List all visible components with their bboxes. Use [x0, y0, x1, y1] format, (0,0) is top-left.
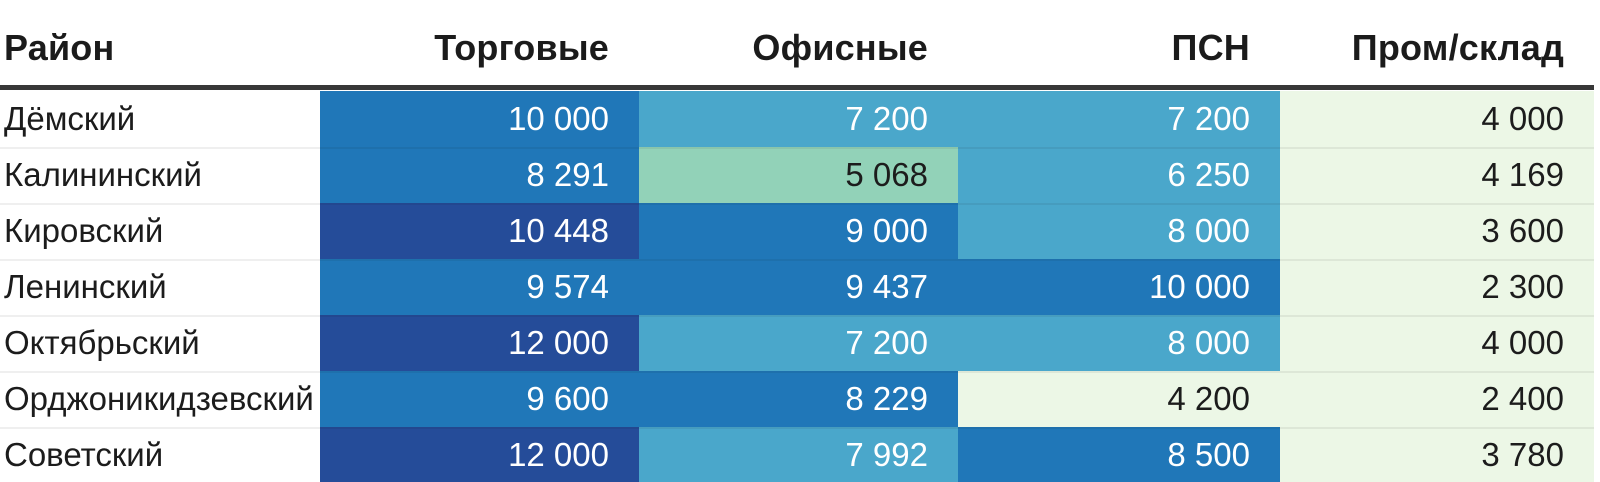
table-row: Орджоникидзевский 9 600 8 229 4 200 2 40…	[0, 371, 1594, 427]
value-cell: 7 200	[639, 91, 958, 147]
table-header: Район Торговые Офисные ПСН Пром/склад	[0, 0, 1594, 85]
value-cell: 4 200	[958, 371, 1280, 427]
value-cell: 9 600	[320, 371, 639, 427]
value-cell: 9 000	[639, 203, 958, 259]
table-row: Дёмский 10 000 7 200 7 200 4 000	[0, 91, 1594, 147]
column-header-retail: Торговые	[434, 26, 609, 68]
value-cell: 8 000	[958, 315, 1280, 371]
district-label: Калининский	[0, 147, 320, 203]
value-cell: 12 000	[320, 315, 639, 371]
value-cell: 7 200	[958, 91, 1280, 147]
value-cell: 4 169	[1280, 147, 1594, 203]
value-cell: 2 400	[1280, 371, 1594, 427]
value-cell: 5 068	[639, 147, 958, 203]
value-cell: 10 448	[320, 203, 639, 259]
value-cell: 12 000	[320, 427, 639, 482]
value-cell: 9 437	[639, 259, 958, 315]
table-row: Октябрьский 12 000 7 200 8 000 4 000	[0, 315, 1594, 371]
table-body: Дёмский 10 000 7 200 7 200 4 000 Калинин…	[0, 91, 1600, 482]
district-label: Орджоникидзевский	[0, 371, 320, 427]
table-row: Калининский 8 291 5 068 6 250 4 169	[0, 147, 1594, 203]
column-header-industrial: Пром/склад	[1351, 26, 1564, 68]
value-cell: 6 250	[958, 147, 1280, 203]
district-label: Кировский	[0, 203, 320, 259]
value-cell: 8 291	[320, 147, 639, 203]
value-cell: 8 500	[958, 427, 1280, 482]
district-label: Октябрьский	[0, 315, 320, 371]
table-row: Кировский 10 448 9 000 8 000 3 600	[0, 203, 1594, 259]
value-cell: 7 200	[639, 315, 958, 371]
value-cell: 4 000	[1280, 91, 1594, 147]
value-cell: 10 000	[320, 91, 639, 147]
value-cell: 8 229	[639, 371, 958, 427]
district-label: Советский	[0, 427, 320, 482]
column-header-psn: ПСН	[1171, 26, 1250, 68]
value-cell: 3 780	[1280, 427, 1594, 482]
column-header-district: Район	[4, 26, 115, 68]
header-divider	[0, 85, 1594, 90]
value-cell: 7 992	[639, 427, 958, 482]
district-label: Дёмский	[0, 91, 320, 147]
value-cell: 10 000	[958, 259, 1280, 315]
value-cell: 9 574	[320, 259, 639, 315]
value-cell: 8 000	[958, 203, 1280, 259]
value-cell: 2 300	[1280, 259, 1594, 315]
column-header-office: Офисные	[752, 26, 928, 68]
value-cell: 3 600	[1280, 203, 1594, 259]
value-cell: 4 000	[1280, 315, 1594, 371]
table-row: Советский 12 000 7 992 8 500 3 780	[0, 427, 1594, 482]
district-label: Ленинский	[0, 259, 320, 315]
table-row: Ленинский 9 574 9 437 10 000 2 300	[0, 259, 1594, 315]
